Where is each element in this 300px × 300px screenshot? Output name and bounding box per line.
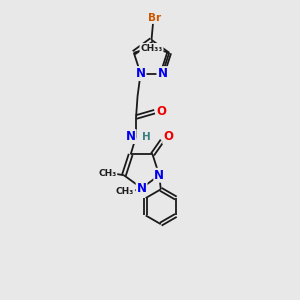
Text: O: O	[156, 105, 166, 118]
Text: CH₃: CH₃	[140, 44, 158, 53]
Text: CH₃: CH₃	[116, 187, 134, 196]
Text: N: N	[136, 182, 147, 195]
Text: O: O	[163, 130, 173, 143]
Text: Br: Br	[148, 13, 161, 23]
Text: N: N	[158, 67, 167, 80]
Text: CH₃: CH₃	[98, 169, 116, 178]
Text: CH₃: CH₃	[145, 44, 163, 53]
Text: N: N	[136, 67, 146, 80]
Text: N: N	[154, 169, 164, 182]
Text: H: H	[142, 131, 151, 142]
Text: N: N	[126, 130, 136, 143]
